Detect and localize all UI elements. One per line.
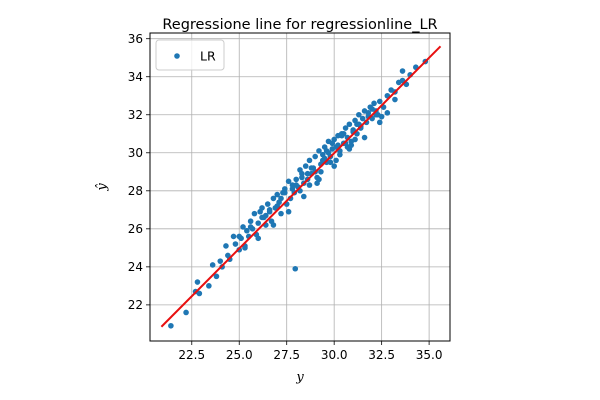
scatter-point	[342, 125, 349, 131]
scatter-point	[306, 182, 313, 188]
scatter-point	[304, 170, 311, 177]
y-tick-label: 24	[128, 260, 143, 274]
scatter-point	[292, 265, 299, 272]
scatter-point	[194, 279, 201, 285]
scatter-point	[302, 163, 309, 169]
scatter-point	[251, 210, 258, 217]
scatter-point	[352, 136, 358, 143]
scatter-point	[293, 182, 300, 188]
scatter-point	[306, 157, 313, 164]
scatter-point	[285, 208, 292, 215]
scatter-point	[278, 195, 284, 202]
scatter-point	[259, 205, 265, 211]
x-tick-label: 32.5	[368, 348, 395, 362]
scatter-point	[308, 165, 315, 171]
scatter-point	[217, 258, 224, 264]
scatter-point	[183, 309, 189, 316]
scatter-point	[213, 273, 220, 280]
scatter-point	[242, 245, 248, 251]
x-tick-label: 25.0	[226, 348, 253, 362]
scatter-point	[348, 142, 355, 148]
scatter-point	[274, 203, 281, 209]
scatter-point	[346, 121, 353, 128]
scatter-point	[333, 157, 339, 164]
scatter-point	[206, 283, 212, 289]
scatter-point	[299, 170, 305, 177]
y-tick-label: 28	[128, 184, 143, 198]
x-axis-ticks: 22.5 25.0 27.5 30.0 32.5 35.0	[178, 341, 442, 362]
x-tick-label: 27.5	[273, 348, 300, 362]
scatter-point	[384, 110, 391, 116]
scatter-point	[318, 168, 324, 175]
chart-title: Regressione line for regressionline_LR	[162, 17, 437, 33]
scatter-point	[232, 241, 239, 247]
scatter-point	[371, 100, 377, 107]
scatter-point	[264, 201, 271, 207]
scatter-point	[331, 163, 337, 169]
scatter-point	[392, 96, 398, 103]
regression-line-layer	[160, 45, 442, 328]
scatter-point	[316, 148, 322, 154]
plot-area-frame	[149, 32, 451, 342]
scatter-point	[312, 153, 318, 160]
scatter-point	[270, 195, 277, 202]
legend-box	[155, 39, 225, 71]
scatter-point	[230, 233, 237, 240]
scatter-point	[223, 243, 229, 249]
y-tick-label: 22	[128, 298, 143, 312]
scatter-point	[285, 178, 292, 185]
scatter-point	[325, 149, 332, 156]
scatter-point	[266, 207, 273, 213]
x-tick-label: 35.0	[416, 348, 443, 362]
scatter-point	[196, 290, 203, 297]
scatter-point	[314, 180, 320, 186]
y-tick-label: 32	[128, 108, 143, 122]
x-axis-label: y	[295, 370, 304, 385]
scatter-point	[289, 186, 296, 192]
scatter-point	[376, 98, 383, 105]
scatter-point	[274, 191, 281, 198]
y-tick-label: 36	[128, 32, 143, 46]
y-tick-label: 34	[128, 70, 143, 84]
scatter-point	[168, 322, 174, 329]
scatter-point	[329, 140, 336, 147]
scatter-point	[247, 224, 254, 230]
x-tick-label: 30.0	[321, 348, 348, 362]
grid	[150, 33, 450, 341]
scatter-point	[240, 224, 246, 230]
y-axis-label: ŷ	[95, 183, 110, 192]
scatter-point	[255, 235, 262, 242]
legend-label: LR	[200, 49, 216, 64]
y-tick-label: 30	[128, 146, 143, 160]
scatter-point	[244, 227, 250, 234]
y-tick-label: 26	[128, 222, 143, 236]
scatter-point	[337, 151, 343, 158]
legend-marker	[174, 53, 180, 59]
legend: LR	[155, 39, 225, 71]
scatter-point	[399, 68, 406, 74]
scatter-point	[293, 176, 300, 183]
scatter-point	[259, 214, 265, 221]
scatter-point	[376, 119, 383, 126]
scatter-point	[270, 222, 277, 228]
scatter-point	[301, 193, 307, 200]
regression-line	[160, 45, 442, 328]
scatter-point	[361, 134, 368, 141]
scatter-point	[255, 220, 262, 226]
scatter-point	[359, 115, 366, 122]
scatter-point	[327, 159, 334, 166]
scatter-point	[369, 106, 375, 112]
x-tick-label: 22.5	[178, 348, 205, 362]
scatter-point	[278, 210, 284, 217]
scatter-point	[378, 113, 385, 120]
scatter-point	[356, 111, 362, 118]
scatter-point	[236, 233, 243, 240]
scatter-point	[247, 218, 254, 225]
scatter-point	[209, 262, 216, 268]
y-axis-ticks: 22 24 26 28 30 32 34 36	[128, 32, 150, 312]
scatter-point	[282, 189, 288, 196]
scatter-point	[340, 130, 347, 137]
